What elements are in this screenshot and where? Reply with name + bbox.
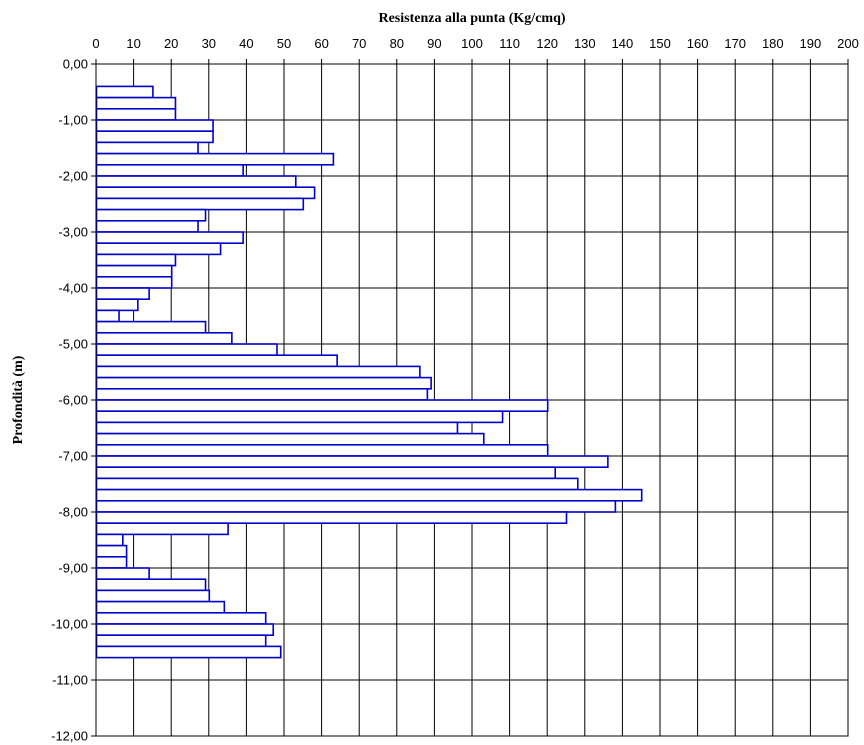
bar [95, 611, 267, 625]
bar [95, 275, 173, 289]
bar [95, 544, 128, 558]
y-tick-label: -10,00 [51, 617, 88, 632]
bar [95, 387, 429, 401]
x-tick-label: 0 [92, 36, 99, 51]
bar [95, 354, 338, 368]
y-tick-label: -7,00 [58, 449, 88, 464]
y-tick-label: -5,00 [58, 337, 88, 352]
bar [95, 578, 207, 592]
bar [95, 499, 617, 513]
bars [95, 85, 643, 659]
bar [95, 220, 199, 233]
bar [95, 511, 568, 524]
bar [95, 231, 244, 244]
bar [95, 623, 275, 636]
bar [95, 567, 150, 580]
bar [95, 152, 335, 166]
x-tick-label: 80 [390, 36, 404, 51]
y-tick-label: -6,00 [58, 393, 88, 408]
bar [95, 119, 214, 132]
bar [95, 589, 211, 603]
bar [95, 443, 549, 457]
bar [95, 320, 207, 334]
bar [95, 85, 154, 99]
bar [95, 455, 609, 468]
y-tick-label: -3,00 [58, 225, 88, 240]
x-tick-labels: 0 10 20 30 40 50 60 70 80 90 100 110 120 130 140 150 160… [92, 36, 858, 51]
bar [95, 600, 226, 614]
bar [95, 365, 421, 379]
x-tick-label: 30 [202, 36, 216, 51]
bar [95, 264, 173, 278]
bar [95, 141, 199, 155]
bar [95, 555, 128, 569]
bar [95, 108, 177, 121]
bar [95, 96, 177, 110]
bar [95, 164, 244, 177]
bar [95, 376, 432, 390]
bar [95, 298, 139, 312]
bar [95, 253, 177, 267]
y-tick-label: -4,00 [58, 281, 88, 296]
y-tick-label: -2,00 [58, 169, 88, 184]
y-axis-title: Profondità (m) [11, 355, 26, 444]
y-tick-labels: 0,00 -1,00 -2,00 -3,00 -4,00 -5,00 -6,00 -7,00 -… [51, 57, 88, 744]
x-tick-label: 190 [800, 36, 822, 51]
plot-frame [95, 63, 849, 737]
x-tick-label: 120 [536, 36, 558, 51]
x-tick-label: 90 [427, 36, 441, 51]
bar [95, 331, 233, 345]
bar [95, 410, 504, 424]
y-tick-label: -11,00 [52, 673, 88, 688]
x-tick-label: 140 [612, 36, 634, 51]
bar [95, 432, 485, 446]
bar [95, 421, 459, 435]
x-tick-label: 10 [126, 36, 140, 51]
x-tick-label: 180 [762, 36, 784, 51]
bar [95, 645, 282, 659]
bar [95, 287, 150, 300]
y-tick-label: -9,00 [58, 561, 88, 576]
x-tick-label: 60 [314, 36, 328, 51]
bar [95, 488, 643, 502]
x-tick-label: 150 [649, 36, 671, 51]
bar [95, 186, 316, 200]
bar [95, 466, 557, 480]
y-tick-label: 0,00 [63, 57, 88, 72]
x-tick-label: 160 [687, 36, 709, 51]
bar [95, 130, 214, 144]
x-tick-label: 50 [277, 36, 291, 51]
x-tick-label: 70 [352, 36, 366, 51]
bar [95, 175, 297, 188]
x-tick-label: 130 [574, 36, 596, 51]
x-tick-label: 110 [499, 36, 520, 51]
y-tick-label: -12,00 [51, 729, 88, 744]
bar [95, 533, 124, 547]
bar [95, 242, 222, 256]
x-tick-label: 20 [164, 36, 178, 51]
bar [95, 309, 120, 323]
bar [95, 208, 207, 222]
bar [95, 522, 229, 536]
x-tick-label: 200 [837, 36, 859, 51]
y-tick-label: -8,00 [58, 505, 88, 520]
x-tick-label: 170 [724, 36, 746, 51]
x-axis-title: Resistenza alla punta (Kg/cmq) [378, 11, 565, 26]
x-tick-label: 100 [461, 36, 483, 51]
bar [95, 634, 267, 648]
bar [95, 399, 549, 412]
bar [95, 343, 278, 356]
bar [95, 477, 579, 491]
y-tick-label: -1,00 [58, 113, 88, 128]
x-tick-label: 40 [239, 36, 253, 51]
bar [95, 197, 305, 211]
